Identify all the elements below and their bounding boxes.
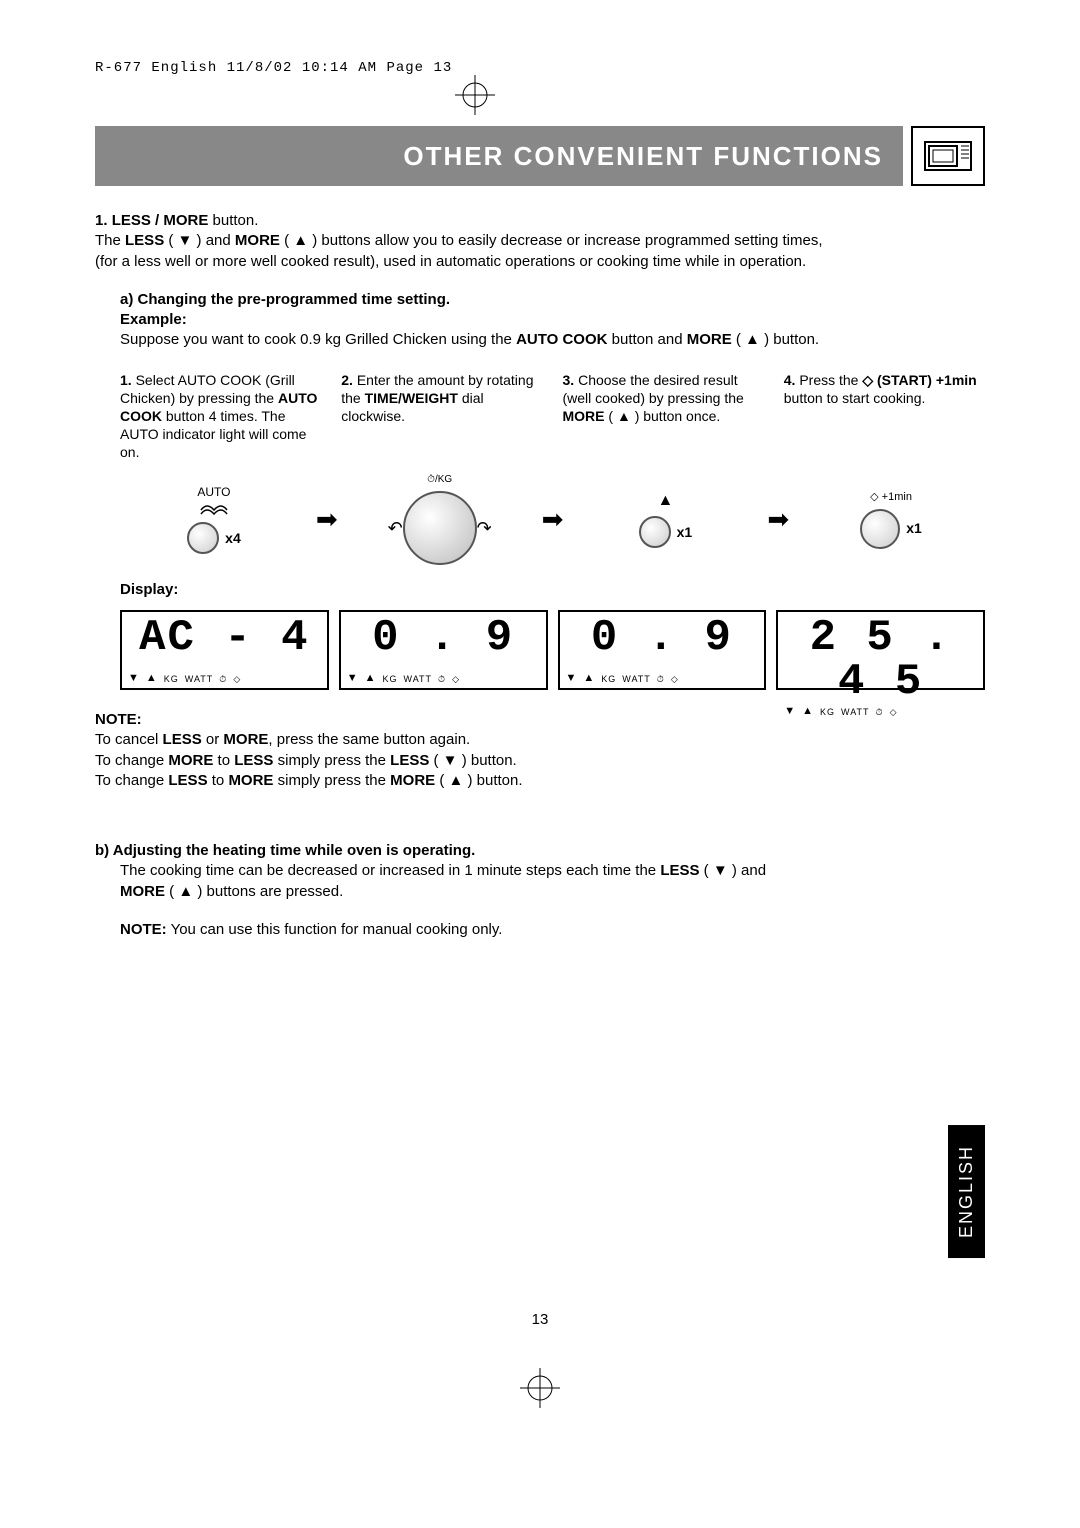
crop-mark-bottom-icon	[520, 1368, 560, 1408]
grill-wave-icon	[199, 504, 229, 518]
note-line1: To cancel LESS or MORE, press the same b…	[95, 730, 985, 750]
time-weight-dial-graphic: ⏱/KG ↶ ↷	[346, 473, 534, 565]
subsection-b-title: b) Adjusting the heating time while oven…	[95, 841, 985, 861]
section-b-line1: The cooking time can be decreased or inc…	[120, 861, 985, 881]
content-body: 1. LESS / MORE button. The LESS ( ▼ ) an…	[95, 211, 985, 940]
auto-cook-button-graphic: AUTO x4	[120, 484, 308, 554]
steps-row: 1. Select AUTO COOK (Grill Chicken) by p…	[120, 371, 985, 462]
start-button-graphic: ◇ +1min x1	[797, 490, 985, 549]
subsection-a-title: a) Changing the pre-programmed time sett…	[120, 290, 985, 310]
microwave-icon	[911, 126, 985, 186]
crop-info: R-677 English 11/8/02 10:14 AM Page 13	[95, 60, 985, 76]
display-label: Display:	[120, 580, 985, 600]
lcd-display-row: AC - 4 KGWATT⏱◇ 0 . 9 KGWATT⏱◇ 0 . 9 KGW…	[120, 610, 985, 690]
section-1-heading: 1. LESS / MORE button.	[95, 211, 985, 231]
section-1-line2: (for a less well or more well cooked res…	[95, 252, 985, 272]
step-1: 1. Select AUTO COOK (Grill Chicken) by p…	[120, 371, 321, 462]
section-title: OTHER CONVENIENT FUNCTIONS	[165, 126, 903, 186]
more-button-graphic: ▲ x1	[571, 490, 759, 548]
step-4: 4. Press the ◇ (START) +1min button to s…	[784, 371, 985, 462]
lcd-panel-2: 0 . 9 KGWATT⏱◇	[339, 610, 548, 690]
arrow-right-icon: ➡	[767, 502, 789, 537]
header-spacer	[95, 126, 165, 186]
section-b-line2: MORE ( ▲ ) buttons are pressed.	[120, 882, 985, 902]
button-icons-row: AUTO x4 ➡ ⏱/KG ↶ ↷ ➡ ▲	[120, 473, 985, 565]
arrow-right-icon: ➡	[542, 502, 564, 537]
crop-mark-top-icon	[455, 75, 495, 115]
note-line2: To change MORE to LESS simply press the …	[95, 751, 985, 771]
note-line3: To change LESS to MORE simply press the …	[95, 771, 985, 791]
page-number: 13	[532, 1311, 549, 1328]
section-b-note: NOTE: You can use this function for manu…	[120, 920, 985, 940]
arrow-right-icon: ➡	[316, 502, 338, 537]
section-header: OTHER CONVENIENT FUNCTIONS	[95, 126, 985, 186]
example-label: Example:	[120, 310, 985, 330]
example-text: Suppose you want to cook 0.9 kg Grilled …	[120, 330, 985, 350]
language-tab: ENGLISH	[948, 1125, 985, 1258]
manual-page: R-677 English 11/8/02 10:14 AM Page 13 O…	[0, 0, 1080, 1528]
lcd-panel-1: AC - 4 KGWATT⏱◇	[120, 610, 329, 690]
step-2: 2. Enter the amount by rotating the TIME…	[341, 371, 542, 462]
section-1-line1: The LESS ( ▼ ) and MORE ( ▲ ) buttons al…	[95, 231, 985, 251]
lcd-panel-4: 2 5 . 4 5 KGWATT⏱◇	[776, 610, 985, 690]
step-3: 3. Choose the desired result (well cooke…	[563, 371, 764, 462]
lcd-panel-3: 0 . 9 KGWATT⏱◇	[558, 610, 767, 690]
